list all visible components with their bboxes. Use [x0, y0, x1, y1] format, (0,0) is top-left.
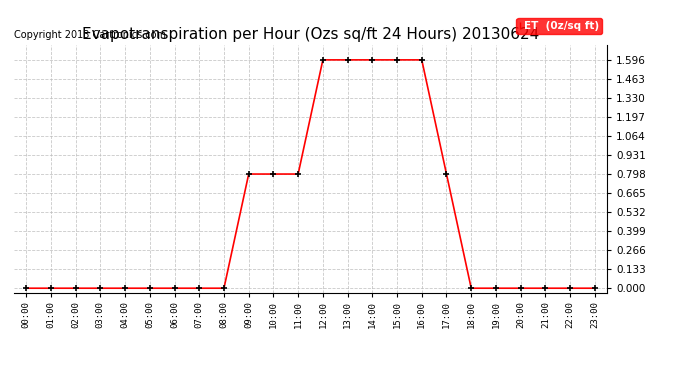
Legend: ET  (0z/sq ft): ET (0z/sq ft) — [516, 18, 602, 34]
Title: Evapotranspiration per Hour (Ozs sq/ft 24 Hours) 20130624: Evapotranspiration per Hour (Ozs sq/ft 2… — [82, 27, 539, 42]
Text: Copyright 2013 Cartronics.com: Copyright 2013 Cartronics.com — [14, 30, 166, 40]
